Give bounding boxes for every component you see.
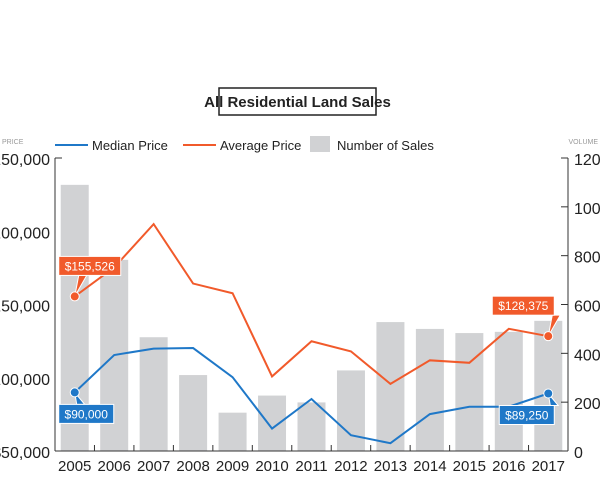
x-tick-label: 2006 (98, 458, 131, 475)
callout-label: $155,526 (65, 259, 115, 273)
x-tick-label: 2010 (255, 458, 288, 475)
callout-label: $90,000 (65, 407, 109, 421)
x-tick-label: 2016 (492, 458, 525, 475)
right-tick-label: 600 (574, 299, 600, 316)
x-tick-label: 2012 (334, 458, 367, 475)
bar-2009 (219, 413, 247, 451)
x-tick-label: 2014 (413, 458, 446, 475)
x-tick-label: 2017 (532, 458, 565, 475)
legend-average-label: Average Price (220, 138, 301, 153)
x-tick-label: 2011 (295, 458, 327, 475)
left-tick-label: $250,000 (0, 152, 50, 169)
x-tick-label: 2007 (137, 458, 170, 475)
x-tick-label: 2008 (176, 458, 209, 475)
right-tick-label: 400 (574, 347, 600, 364)
x-tick-label: 2015 (453, 458, 486, 475)
callout-point (544, 332, 553, 341)
legend-median-label: Median Price (92, 138, 168, 153)
left-tick-label: $50,000 (0, 445, 50, 462)
left-tick-label: $150,000 (0, 299, 50, 316)
callout-point (544, 389, 553, 398)
right-tick-label: 0 (574, 445, 583, 462)
right-tick-label: 800 (574, 250, 600, 267)
legend-sales-label: Number of Sales (337, 138, 434, 153)
bar-2014 (416, 329, 444, 451)
bar-2015 (455, 333, 483, 451)
callout-point (70, 388, 79, 397)
bar-2007 (140, 337, 168, 451)
left-axis-label: PRICE (2, 139, 24, 146)
right-tick-label: 1000 (574, 201, 600, 218)
x-tick-label: 2005 (58, 458, 91, 475)
bar-2016 (495, 332, 523, 451)
bar-2012 (337, 370, 365, 451)
right-tick-label: 200 (574, 396, 600, 413)
legend-sales-swatch (310, 136, 330, 152)
bar-2013 (376, 322, 404, 451)
right-tick-label: 1200 (574, 152, 600, 169)
chart-title: All Residential Land Sales (204, 94, 391, 111)
bar-2011 (298, 402, 326, 451)
bar-2008 (179, 375, 207, 451)
x-tick-label: 2009 (216, 458, 249, 475)
x-tick-label: 2013 (374, 458, 407, 475)
callout-label: $128,375 (498, 299, 548, 313)
callout-point (70, 292, 79, 301)
callout-label: $89,250 (505, 408, 549, 422)
right-axis-label: VOLUME (568, 139, 598, 146)
bar-2010 (258, 396, 286, 451)
left-tick-label: $200,000 (0, 225, 50, 242)
left-tick-label: $100,000 (0, 372, 50, 389)
